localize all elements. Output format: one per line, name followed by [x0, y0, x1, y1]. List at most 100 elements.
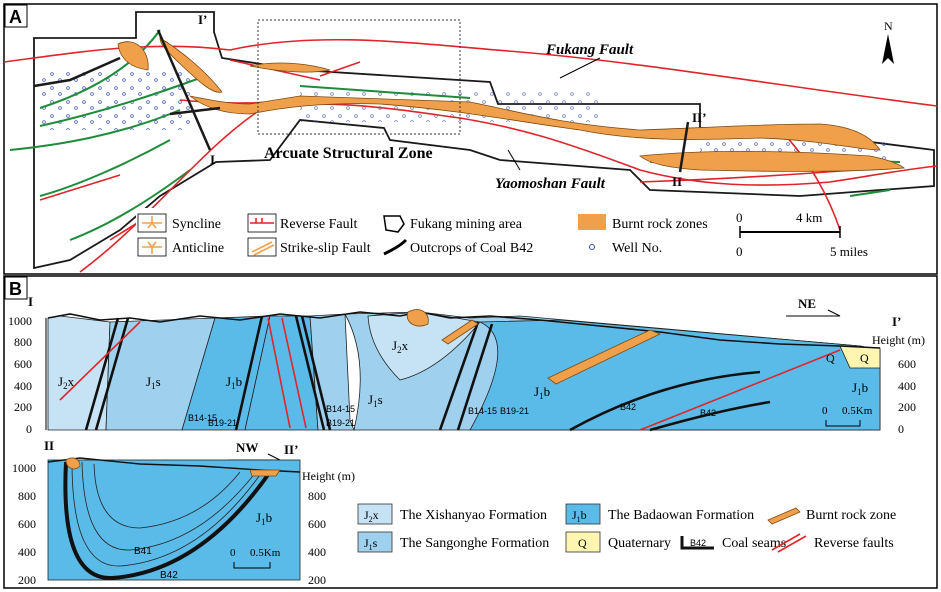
s2-start: II: [44, 438, 54, 453]
legend-b-q: Quaternary: [608, 536, 671, 551]
s1-label-j1b-mid: J1b: [534, 384, 550, 401]
legend-strike-slip: Strike-slip Fault: [280, 241, 371, 256]
yaomoshan-fault-label: Yaomoshan Fault: [495, 176, 606, 192]
panel-b: B I I’ NE: [3, 275, 938, 589]
arcuate-zone-box: [257, 19, 461, 135]
mining-area-icon: [383, 215, 405, 233]
legend-b-j2x: The Xishanyao Formation: [400, 508, 547, 523]
section-2: II II’ NW B41 B42 J1b 1000 800 600 400: [12, 438, 355, 587]
panel-b-letter: B: [9, 279, 22, 299]
legend-b-coal-sym: B42: [690, 538, 706, 548]
s1-j2x-core: [367, 311, 481, 381]
arcuate-zone-label: Arcuate Structural Zone: [264, 145, 433, 162]
fukang-fault-pointer: [559, 57, 601, 79]
s1-label-j2x-west: J2x: [58, 374, 75, 391]
panel-a-letter: A: [9, 7, 22, 27]
legend-b-j1b: The Badaowan Formation: [608, 508, 754, 523]
s2-ytick-600: 600: [18, 517, 36, 531]
s1-ytick-200: 200: [14, 400, 32, 414]
section-ii-prime-label: II’: [692, 110, 706, 125]
legend-outcrops: Outcrops of Coal B42: [410, 241, 533, 256]
s2-strata: [71, 461, 263, 567]
legend-b-j1s-sym: J1s: [364, 536, 378, 552]
s1-seam-6: B42: [620, 402, 636, 412]
s2-end: II’: [284, 442, 298, 457]
s1-label-j1s-west: J1s: [146, 374, 161, 391]
burnt-rock-zones: [117, 37, 906, 172]
s2-scale-bar: 0 0.5Km: [230, 547, 281, 569]
s1-reverse-faults: [59, 317, 841, 431]
s2-seam-b42: B42: [160, 570, 178, 581]
map-scale-bar: 0 4 km 0 5 miles: [736, 210, 868, 259]
burnt-zone-icon: [578, 214, 606, 230]
scale-zero-bottom: 0: [736, 244, 743, 259]
s1-coal-seams: [84, 315, 771, 432]
legend-b-j1b-sym: J1b: [572, 508, 587, 524]
s1-burnt-b: [441, 319, 479, 345]
s1-ytick-1000: 1000: [8, 314, 32, 328]
s2-scale-zero: 0: [230, 547, 236, 559]
s2-seam-b41: B41: [134, 546, 152, 557]
s1-direction: NE: [798, 296, 816, 311]
s1-seam-7: B42: [700, 408, 716, 418]
s2-height-label: Height (m): [302, 469, 355, 483]
section-i-prime-label: I’: [198, 12, 207, 27]
mining-area-outline: [33, 11, 935, 270]
section-ii-label: II: [672, 174, 682, 189]
s1-label-j1s-mid: J1s: [368, 392, 383, 409]
s1-scale-km: 0.5Km: [842, 405, 873, 417]
s2-direction: NW: [236, 440, 258, 455]
s1-rtick-400: 400: [898, 379, 916, 393]
s2-label-j1b: J1b: [256, 510, 272, 527]
s2-y-axis-right: Height (m) 800 600 400 200: [302, 469, 355, 587]
panel-a-letter-box: [4, 4, 28, 28]
s1-label-q-a: Q: [826, 351, 835, 365]
strike-slip-icon: [247, 237, 277, 257]
s1-seam-0: B14-15: [188, 413, 217, 423]
legend-b-burnt-icon: [767, 507, 801, 525]
panel-b-letter-box: [4, 276, 28, 300]
section-ii-line: [678, 121, 690, 173]
legend-well: Well No.: [612, 241, 662, 256]
s1-scale-bar: 0 0.5Km: [822, 405, 873, 427]
north-label: N: [884, 19, 893, 33]
legend-burnt-zones: Burnt rock zones: [612, 217, 708, 232]
anticline-icon: [137, 237, 167, 257]
s1-ytick-0: 0: [26, 422, 32, 436]
s1-start: I: [28, 294, 33, 309]
s2-coal-b42: [63, 461, 272, 581]
section-i-line: [156, 29, 212, 151]
legend-b-rev: Reverse faults: [814, 536, 894, 551]
s2-rtick-200: 200: [308, 573, 326, 587]
scale-miles: 5 miles: [830, 244, 868, 259]
legend-a: Syncline Anticline Reverse Fault Strike-…: [136, 208, 730, 264]
s2-y-axis-left: 1000 800 600 400 200: [12, 461, 36, 587]
well-icon: [589, 244, 595, 250]
scale-zero-top: 0: [736, 210, 743, 225]
legend-b-coal-icon: [680, 536, 714, 550]
s1-rtick-200: 200: [898, 400, 916, 414]
yaomoshan-fault-pointer: [507, 149, 521, 171]
s1-seam-5: B19-21: [500, 406, 529, 416]
s1-height-label: Height (m): [872, 333, 925, 347]
legend-b-q-sym: Q: [578, 536, 587, 550]
s1-ytick-800: 800: [14, 335, 32, 349]
legend-b-j2x-sym: J2x: [364, 508, 379, 524]
s1-topography: [47, 311, 881, 349]
legend-reverse-fault: Reverse Fault: [280, 217, 357, 232]
s1-ytick-400: 400: [14, 379, 32, 393]
s1-y-axis-right: Height (m) 600 400 200 0: [872, 333, 925, 436]
s1-rtick-0: 0: [898, 422, 904, 436]
legend-b-coal: Coal seams: [722, 536, 786, 551]
s1-ytick-600: 600: [14, 357, 32, 371]
s1-rtick-600: 600: [898, 357, 916, 371]
legend-b-rev-icon: [771, 533, 807, 553]
fukang-fault-label: Fukang Fault: [545, 42, 634, 58]
s1-y-axis-left: 1000 800 600 400 200 0: [8, 314, 47, 436]
s2-ytick-400: 400: [18, 545, 36, 559]
s1-seam-2: B14-15: [326, 404, 355, 414]
s2-burnt-a: [65, 457, 81, 470]
legend-mining-area: Fukang mining area: [410, 217, 523, 232]
s1-end: I’: [892, 314, 901, 329]
s2-rtick-400: 400: [308, 545, 326, 559]
